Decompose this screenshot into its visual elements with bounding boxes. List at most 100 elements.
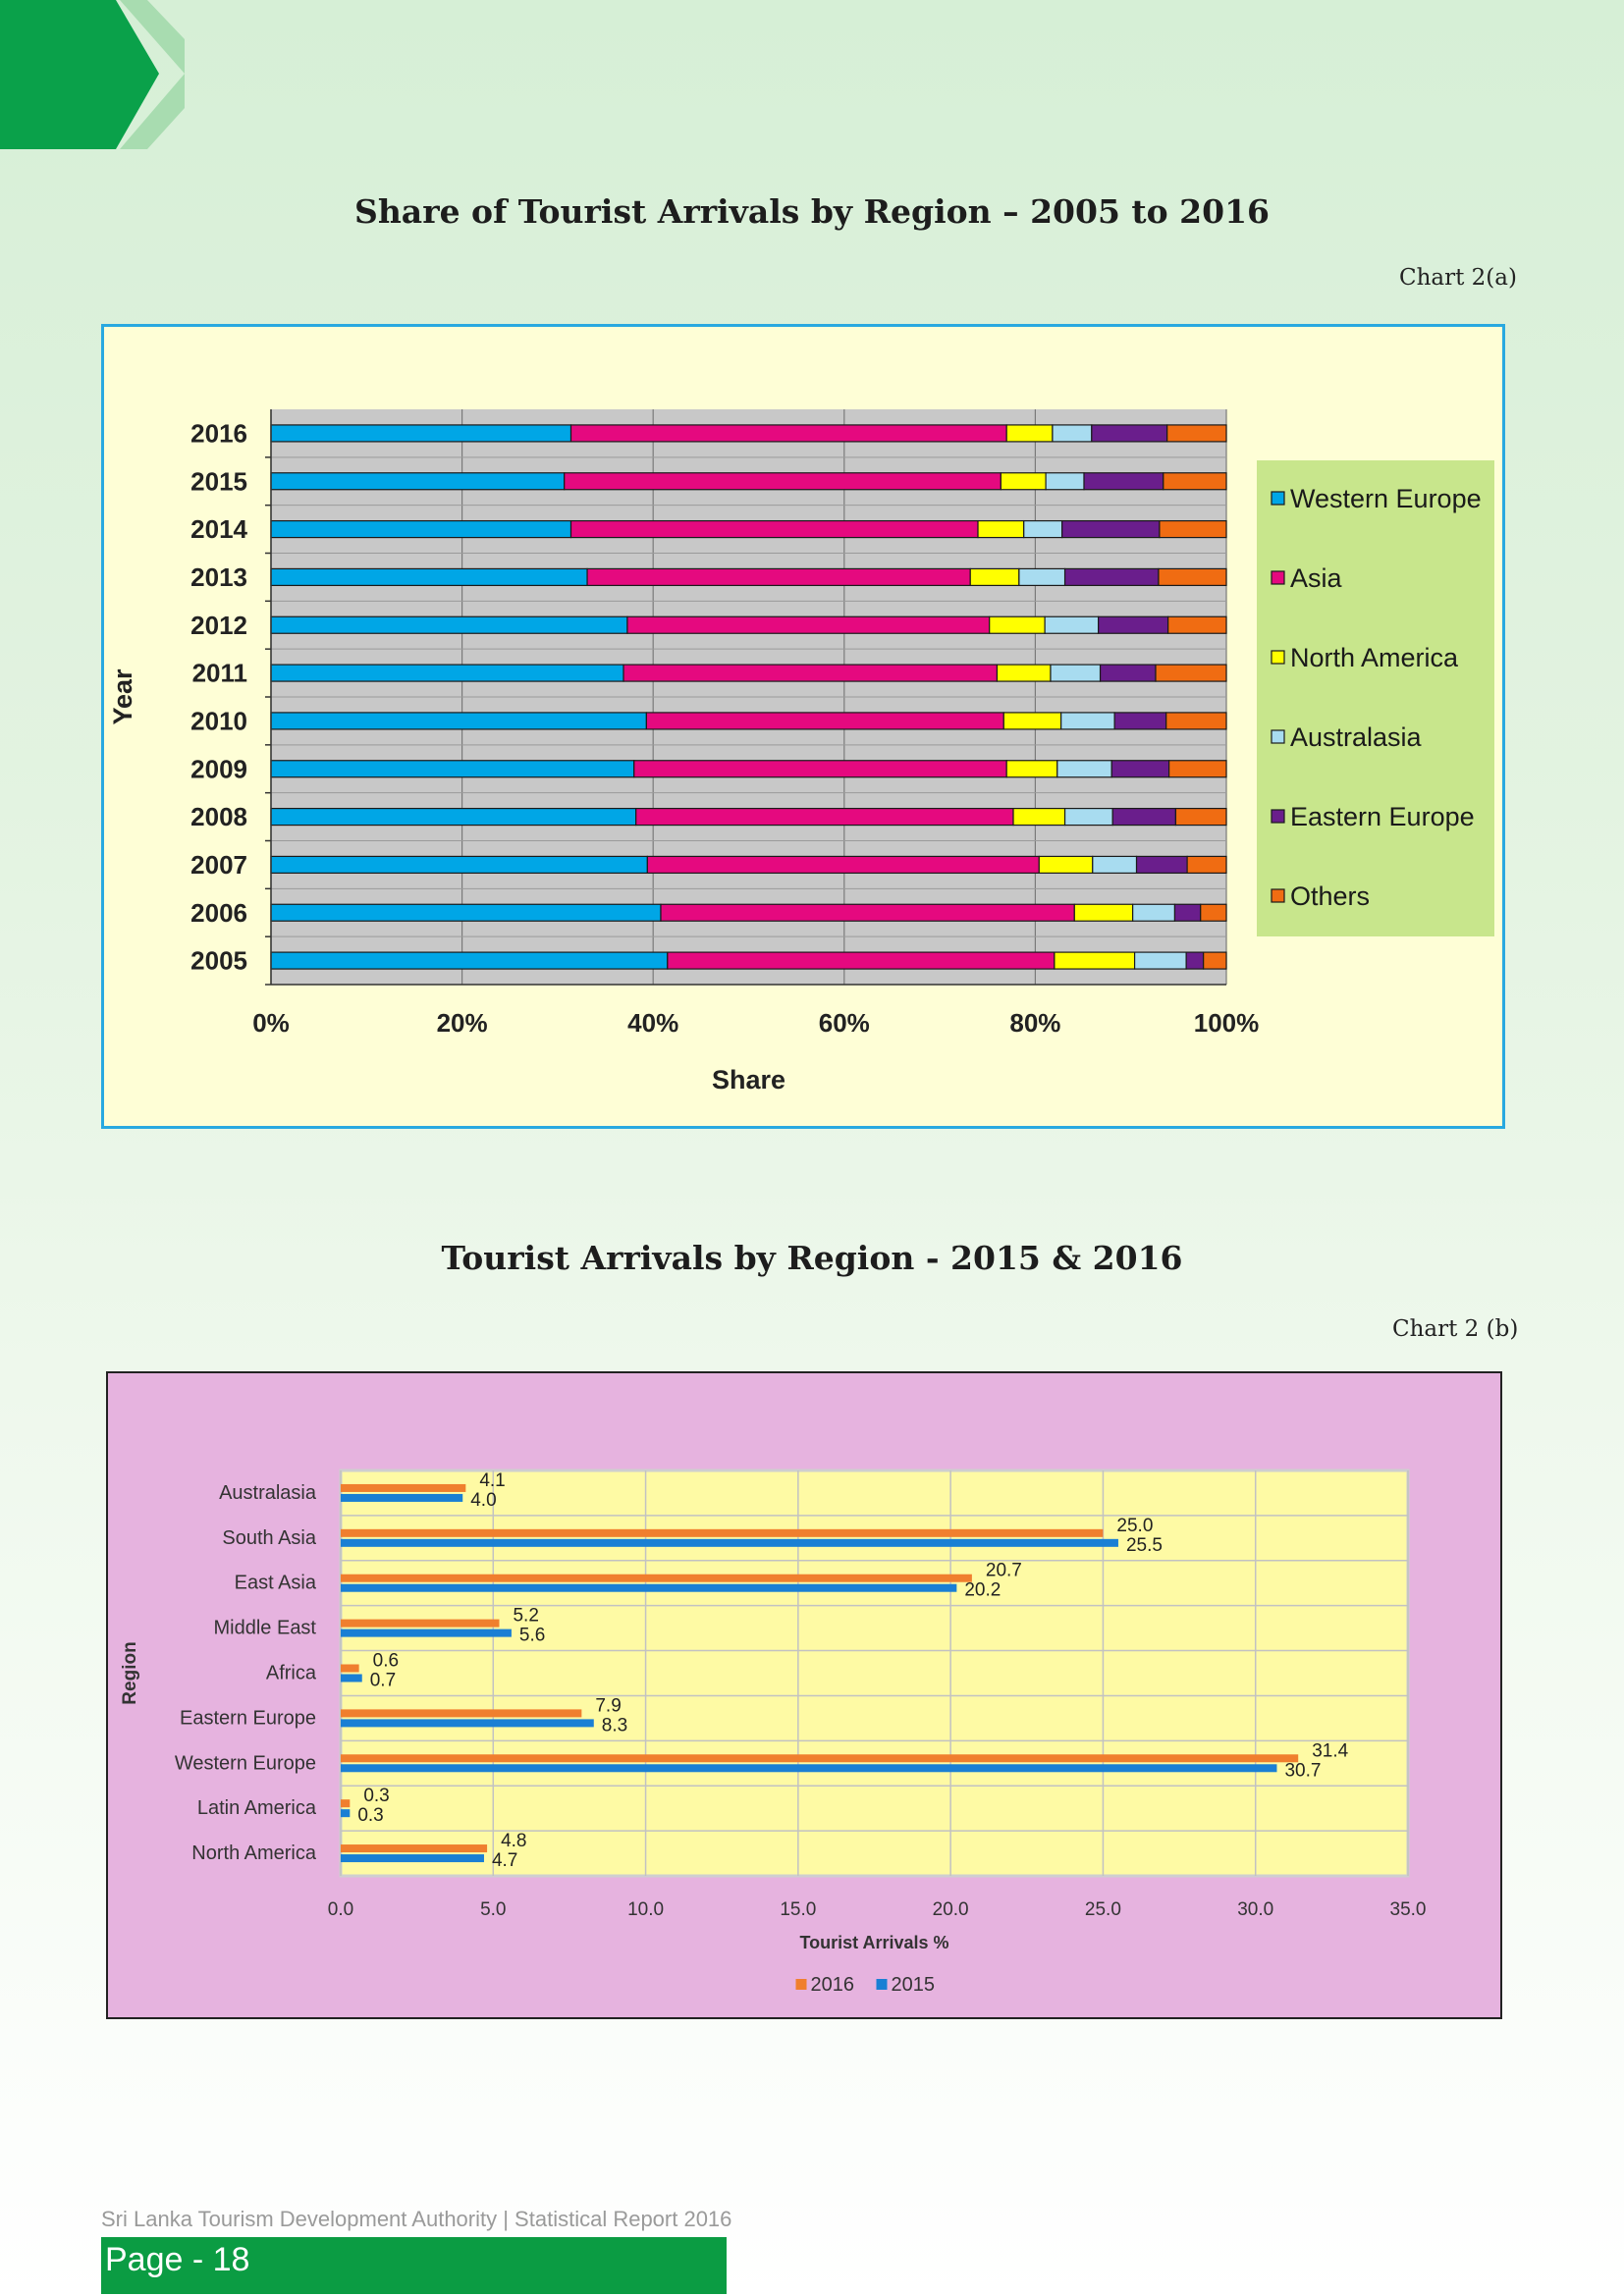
chart-b-bar <box>341 1709 582 1718</box>
chart-a-bar-segment <box>270 760 635 778</box>
chart-a-bar-segment <box>569 519 979 539</box>
chart-a-bar-segment <box>270 855 648 875</box>
chart-b-x-tick-label: 0.0 <box>328 1899 353 1920</box>
chart-a-y-tick-label: 2014 <box>190 514 247 544</box>
chart-a-y-tick-label: 2006 <box>190 898 247 928</box>
chart-a-bar-segment <box>1174 807 1227 827</box>
chart-a-bar-segment <box>1111 807 1177 827</box>
chart-a-x-tick-label: 20% <box>437 1008 488 1038</box>
chart-a-id-label: Chart 2(a) <box>1399 265 1517 291</box>
chart-b-data-label: 4.8 <box>501 1831 526 1851</box>
chart-a-bar-segment <box>1005 424 1054 443</box>
chart-b-data-label: 5.6 <box>519 1626 545 1646</box>
chart-a-bar-segment <box>270 951 669 970</box>
chart-b-data-label: 0.7 <box>370 1671 396 1691</box>
chart-b-data-label: 0.3 <box>357 1805 383 1826</box>
chart-a-legend-box <box>1257 460 1494 936</box>
chart-a-bar-segment <box>1110 760 1170 778</box>
chart-a-bar-segment <box>1073 903 1134 922</box>
chart-b-x-tick-label: 10.0 <box>627 1899 664 1920</box>
chart-a-bar-segment <box>1135 855 1188 875</box>
chart-a-bar-segment <box>989 615 1046 634</box>
chart-a-bar-segment <box>1044 615 1100 634</box>
chart-a-legend-label: Western Europe <box>1290 484 1482 513</box>
chart-a-bar-segment <box>1167 615 1227 634</box>
chart-b-panel: 0.0 5.0 10.0 15.0 20.0 25.0 30.0 35.0 Australasi… <box>106 1371 1502 2019</box>
chart-a-bar-segment <box>1155 664 1227 682</box>
chart-a-bar-segment <box>1063 567 1160 587</box>
chart-a-bar-segment <box>1203 951 1227 970</box>
chart-b-bar <box>341 1844 488 1853</box>
chart-b-x-tick-label: 15.0 <box>780 1899 816 1920</box>
chart-a-y-tick-label: 2007 <box>190 850 247 880</box>
chart-a-legend-swatch <box>1271 888 1285 903</box>
chart-a-legend-label: Australasia <box>1290 722 1423 752</box>
chart-a-legend-swatch <box>1271 809 1285 824</box>
chart-b-x-tick-label: 25.0 <box>1085 1899 1121 1920</box>
chart-a-bar-segment <box>270 712 647 730</box>
chart-a-bar-segment <box>660 903 1075 922</box>
chart-b-id-label: Chart 2 (b) <box>1392 1316 1519 1342</box>
chart-b-y-tick-label: Middle East <box>214 1618 317 1639</box>
chart-b-y-tick-label: Australasia <box>219 1482 317 1504</box>
chart-a-svg: 0% 20% 40% 60% 80% 100% 2005 2006 2007 2008 2009 20… <box>108 409 1494 1095</box>
chart-a-bar-segment <box>1173 903 1202 922</box>
chart-a-bar-segment <box>1159 519 1227 539</box>
chart-b-data-label: 0.6 <box>373 1651 399 1672</box>
chart-b-data-label: 4.7 <box>492 1850 517 1871</box>
chart-a-bar-segment <box>270 424 572 443</box>
chart-a-bar-segment <box>1000 472 1047 491</box>
chart-a-y-tick-label: 2008 <box>190 802 247 831</box>
chart-a-y-tick-label: 2016 <box>190 418 247 448</box>
chart-b-data-label: 31.4 <box>1312 1740 1348 1761</box>
chart-b-legend-label: 2016 <box>811 1974 855 1996</box>
chart-b-bar <box>341 1674 362 1682</box>
chart-a-bar-segment <box>1166 424 1227 443</box>
chart-a-bar-segment <box>646 855 1040 875</box>
chart-a-bar-segment <box>1163 472 1227 491</box>
chart-b-bar <box>341 1764 1277 1773</box>
chart-a-bar-segment <box>1045 472 1085 491</box>
chart-a-bar-segment <box>1133 951 1187 970</box>
chart-b-bar <box>341 1799 351 1808</box>
chart-a-bar-segment <box>623 664 999 682</box>
chart-b-bar <box>341 1809 351 1818</box>
chart-b-bar <box>341 1574 972 1582</box>
chart-a-bar-segment <box>1056 760 1112 778</box>
chart-b-data-label: 5.2 <box>513 1606 538 1627</box>
chart-b-y-tick-label: Africa <box>266 1663 317 1684</box>
chart-a-bar-segment <box>1098 615 1169 634</box>
chart-a-bar-segment <box>1012 807 1066 827</box>
chart-a-bar-segment <box>977 519 1025 539</box>
chart-a-x-tick-label: 100% <box>1194 1008 1260 1038</box>
chart-a-y-tick-label: 2012 <box>190 611 247 640</box>
chart-b-data-label: 7.9 <box>595 1695 621 1716</box>
chart-a-bar-segment <box>969 567 1020 587</box>
chart-a-bar-segment <box>1113 712 1167 730</box>
chart-b-bar <box>341 1483 466 1492</box>
chart-a-title: Share of Tourist Arrivals by Region – 20… <box>353 192 1271 231</box>
page-number: Page - 18 <box>105 2241 250 2278</box>
chart-a-legend-swatch <box>1271 491 1285 506</box>
chart-b-x-tick-label: 35.0 <box>1390 1899 1427 1920</box>
chart-b-svg: 0.0 5.0 10.0 15.0 20.0 25.0 30.0 35.0 Australasi… <box>120 1468 1427 1996</box>
chart-b-x-tick-label: 30.0 <box>1237 1899 1273 1920</box>
chart-a-bar-segment <box>1018 567 1066 587</box>
chart-b-y-tick-label: North America <box>191 1842 317 1864</box>
chart-a-bar-segment <box>1054 951 1136 970</box>
chart-b-bar <box>341 1629 512 1637</box>
chart-a-bar-segment <box>1092 855 1138 875</box>
chart-a-x-tick-label: 40% <box>627 1008 678 1038</box>
chart-a-bar-segment <box>1165 712 1227 730</box>
chart-a-bar-segment <box>1083 472 1164 491</box>
chart-a-bar-segment <box>1023 519 1063 539</box>
chart-a-bar-segment <box>270 903 662 922</box>
chart-a-bar-segment <box>996 664 1052 682</box>
chart-a-bar-segment <box>1050 664 1102 682</box>
chart-b-x-tick-label: 20.0 <box>933 1899 969 1920</box>
chart-a-bar-segment <box>1200 903 1227 922</box>
chart-a-legend-swatch <box>1271 650 1285 665</box>
chart-b-x-axis-title: Tourist Arrivals % <box>799 1933 948 1952</box>
chart-a-y-tick-label: 2013 <box>190 562 247 592</box>
chart-b-bar <box>341 1854 484 1863</box>
